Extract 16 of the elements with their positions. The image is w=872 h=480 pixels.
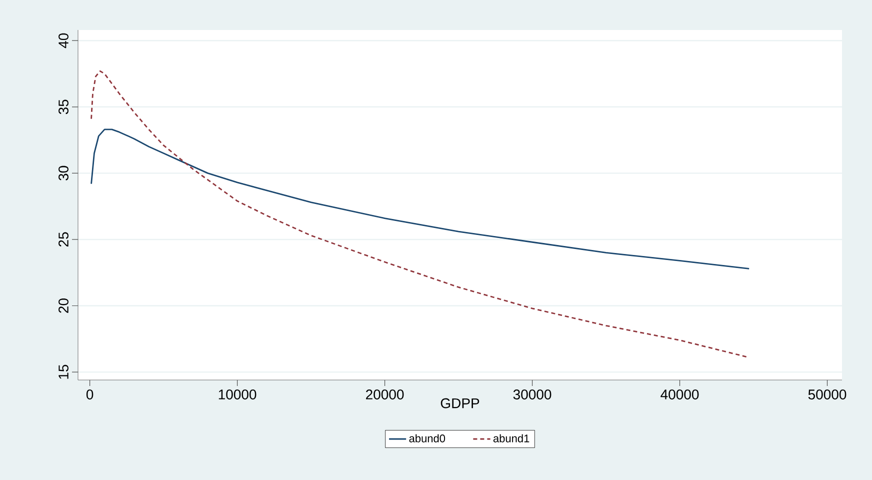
- y-tick-label: 35: [58, 100, 68, 114]
- x-tick-label: 0: [86, 390, 94, 400]
- y-tick-label: 30: [58, 166, 68, 180]
- x-tick-label: 50000: [808, 390, 846, 400]
- x-tick-label: 30000: [513, 390, 552, 400]
- x-axis-title: GDPP: [440, 398, 480, 408]
- y-tick-label: 20: [58, 298, 68, 313]
- y-tick-label: 25: [58, 232, 68, 247]
- line-series: [90, 128, 750, 270]
- x-tick-label: 40000: [660, 390, 699, 400]
- legend-label: abund0: [409, 434, 446, 442]
- y-tick-label: 15: [58, 364, 68, 379]
- y-tick-label: 40: [58, 33, 68, 48]
- x-tick-label: 10000: [218, 390, 256, 400]
- legend-label: abund1: [493, 434, 530, 442]
- x-tick-label: 20000: [366, 390, 404, 400]
